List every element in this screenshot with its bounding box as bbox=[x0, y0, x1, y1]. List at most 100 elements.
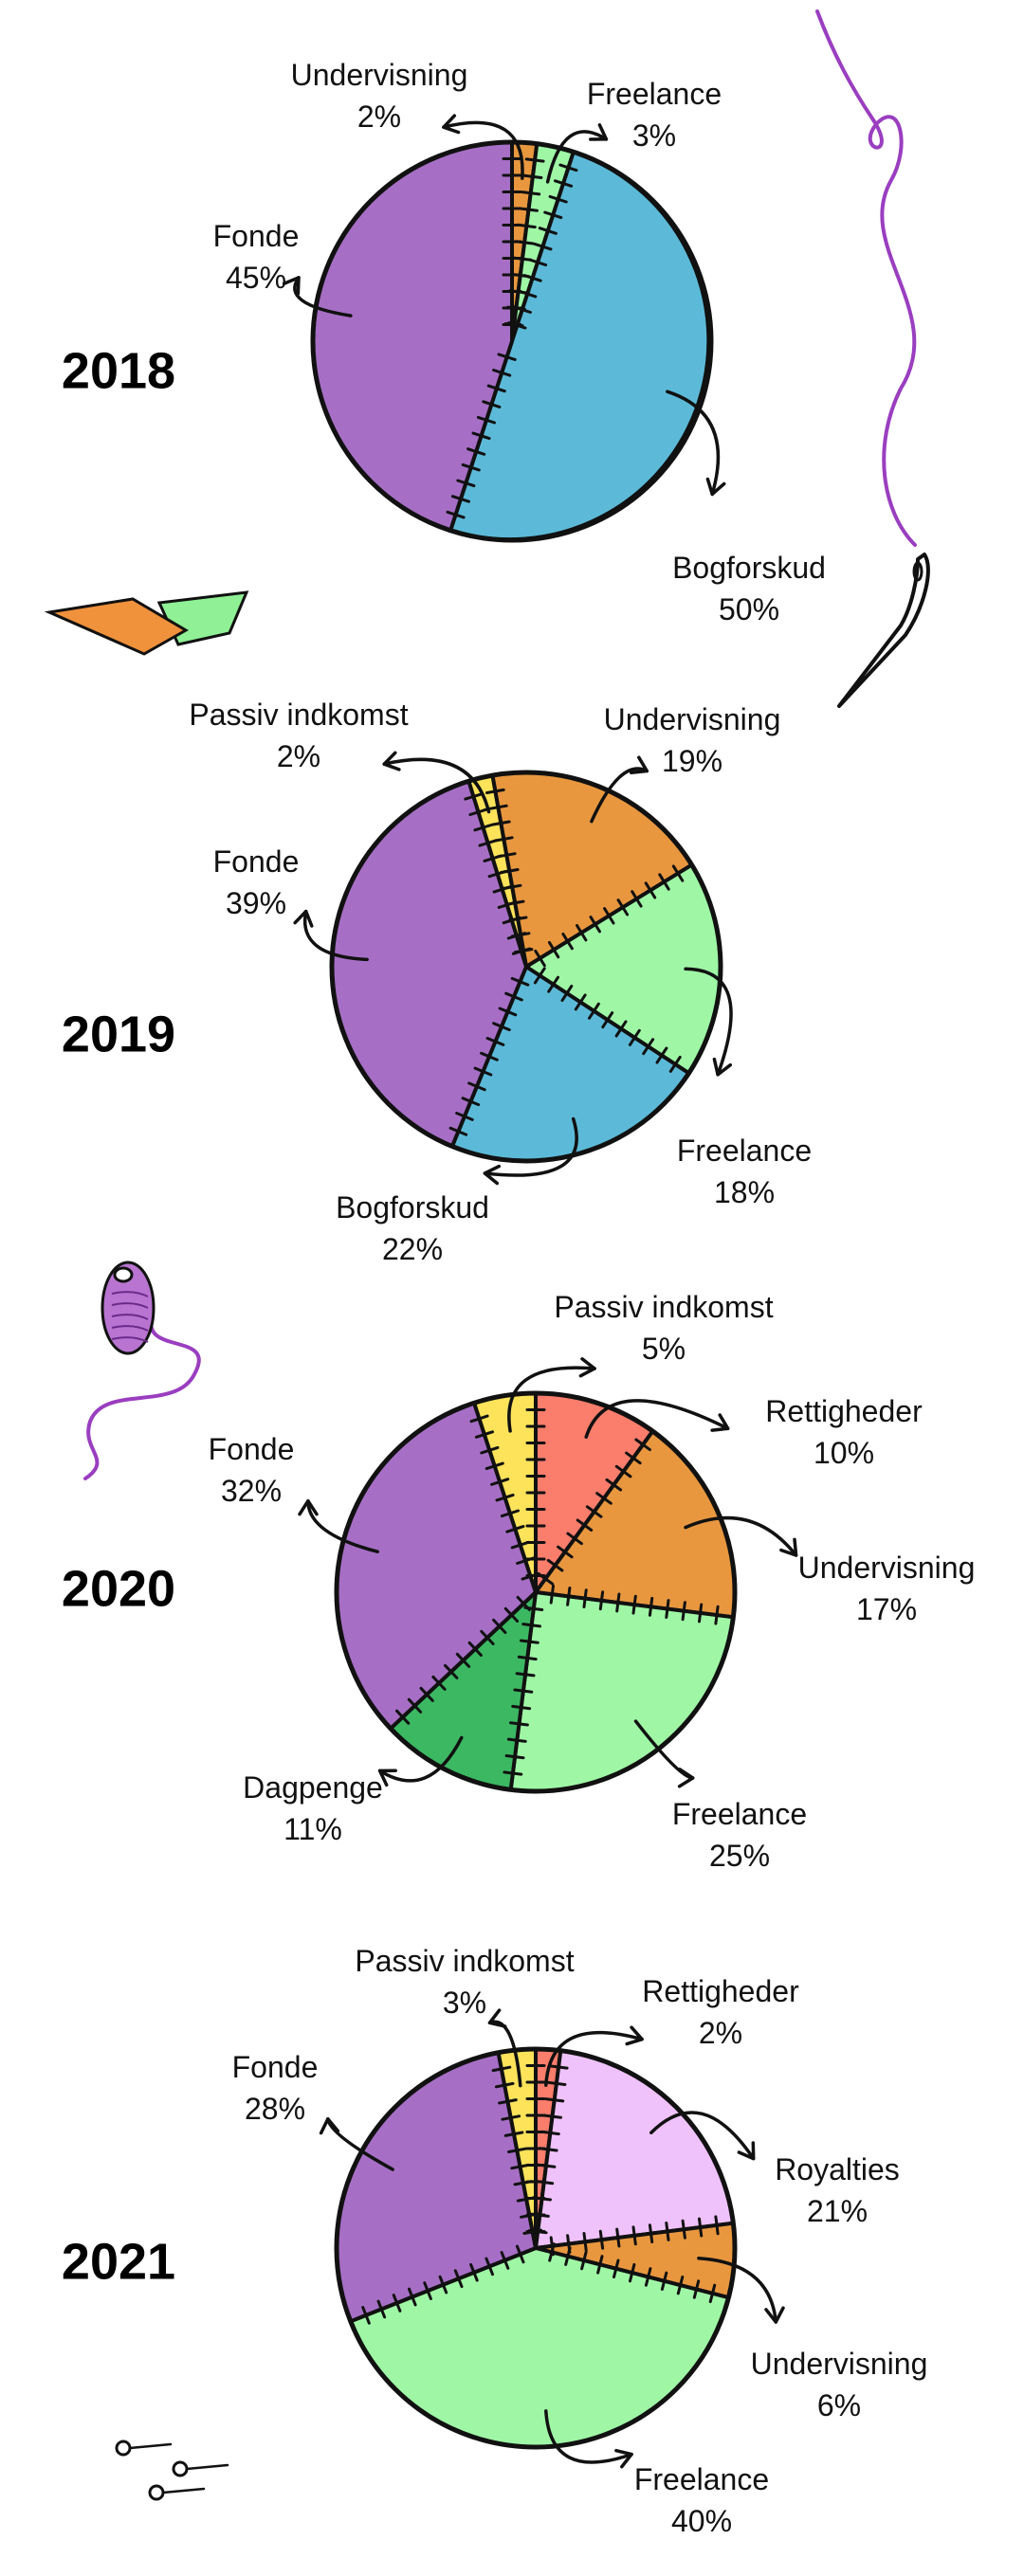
pin-icon bbox=[148, 2484, 206, 2501]
arrow-head bbox=[764, 2306, 785, 2324]
slice-name: Bogforskud bbox=[672, 551, 826, 585]
year-label: 2018 bbox=[62, 342, 175, 399]
arrow-head bbox=[293, 909, 314, 928]
stitch-line bbox=[503, 1590, 544, 1791]
stitch-line bbox=[534, 2242, 730, 2304]
slice-name: Freelance bbox=[634, 2462, 769, 2496]
stitch-line bbox=[502, 140, 522, 343]
arrow-head bbox=[710, 1413, 730, 1432]
slice-name: Undervisning bbox=[798, 1551, 976, 1585]
arrow-head bbox=[737, 2141, 756, 2161]
slice-percent: 22% bbox=[382, 1232, 443, 1266]
arrow-head bbox=[625, 2025, 644, 2046]
thread-decoration bbox=[815, 9, 917, 547]
slice-name: Undervisning bbox=[751, 2347, 928, 2381]
arrow-head bbox=[578, 1357, 596, 1378]
slice-label-fonde: Fonde 32% bbox=[209, 1432, 295, 1508]
pie-chart-2020: 2020 Rettigheder 10% Undervisning 17% Freelan… bbox=[62, 1290, 975, 1873]
arrow-head bbox=[589, 123, 609, 141]
stitch-line bbox=[527, 2049, 569, 2250]
stitch-line bbox=[464, 779, 531, 969]
slice-label-passiv-indkomst: Passiv indkomst 5% bbox=[554, 1290, 773, 1366]
slice-percent: 2% bbox=[357, 100, 401, 134]
paper-scrap-orange bbox=[44, 597, 189, 656]
slice-label-undervisning: Undervisning 2% bbox=[291, 58, 468, 134]
stitch-line bbox=[448, 965, 530, 1148]
slice-label-freelance: Freelance 18% bbox=[677, 1134, 812, 1209]
slice-label-fonde: Fonde 39% bbox=[213, 844, 300, 920]
label-arrow bbox=[544, 2409, 633, 2464]
stitch-line bbox=[491, 2051, 543, 2250]
arrow-head bbox=[319, 2116, 340, 2135]
slice-percent: 45% bbox=[226, 261, 286, 295]
stitch-line bbox=[469, 1401, 540, 1594]
slice-label-fonde: Fonde 28% bbox=[232, 2050, 319, 2126]
slice-name: Royalties bbox=[775, 2152, 900, 2186]
slice-name: Passiv indkomst bbox=[554, 1290, 773, 1324]
pie-outline bbox=[310, 139, 714, 543]
slice-percent: 19% bbox=[662, 744, 722, 778]
label-arrow bbox=[507, 1366, 596, 1433]
slice-name: Undervisning bbox=[604, 702, 781, 736]
bobbin-icon bbox=[101, 1261, 155, 1355]
slice-percent: 50% bbox=[719, 592, 779, 626]
slice-name: Freelance bbox=[672, 1797, 807, 1831]
label-arrow bbox=[649, 2111, 756, 2161]
slice-label-passiv-indkomst: Passiv indkomst 2% bbox=[189, 698, 408, 773]
slice-percent: 3% bbox=[632, 118, 676, 153]
slice-label-royalties: Royalties 21% bbox=[775, 2152, 900, 2228]
label-arrow bbox=[377, 1735, 464, 1783]
slice-name: Rettigheder bbox=[765, 1394, 923, 1428]
pie-chart-2019: 2019 Undervisning 19% Freelance 18% Bogforsku… bbox=[62, 698, 812, 1266]
pie-outline bbox=[334, 1390, 738, 1794]
arrow-head bbox=[629, 755, 649, 774]
pie-outline bbox=[334, 2046, 738, 2450]
pin-icon bbox=[115, 2440, 173, 2457]
stitch-line bbox=[524, 863, 694, 969]
slice-percent: 11% bbox=[283, 1812, 342, 1846]
arrow-head bbox=[705, 477, 726, 497]
bobbin-hole bbox=[113, 1266, 134, 1283]
slice-label-fonde: Fonde 45% bbox=[213, 219, 300, 295]
slice-name: Passiv indkomst bbox=[355, 1944, 574, 1978]
decorations bbox=[44, 9, 930, 2501]
slice-name: Fonde bbox=[213, 219, 300, 253]
label-arrow bbox=[684, 967, 733, 1077]
arrow-head bbox=[483, 1164, 502, 1186]
needle-icon bbox=[837, 553, 930, 708]
slice-percent: 25% bbox=[709, 1839, 770, 1873]
slice-percent: 2% bbox=[699, 2016, 742, 2050]
arrow-head bbox=[442, 114, 461, 135]
bobbin-thread bbox=[83, 1315, 201, 1480]
stitch-line bbox=[525, 1391, 546, 1594]
charts: 2018 Undervisning 2% Freelance 3% Bogforskud 5… bbox=[62, 58, 975, 2538]
label-arrow bbox=[545, 130, 609, 184]
arrow-head bbox=[712, 1057, 733, 1077]
slice-label-dagpenge: Dagpenge 11% bbox=[243, 1770, 383, 1846]
slice-percent: 21% bbox=[807, 2194, 868, 2228]
stitch-line bbox=[446, 339, 517, 533]
slice-label-passiv-indkomst: Passiv indkomst 3% bbox=[355, 1944, 574, 2020]
slice-label-rettigheder: Rettigheder 2% bbox=[642, 1974, 799, 2050]
needle-eye bbox=[912, 561, 923, 582]
label-arrow bbox=[306, 1498, 379, 1553]
slice-label-freelance: Freelance 40% bbox=[634, 2462, 769, 2538]
arrow-head bbox=[779, 1537, 798, 1557]
arrow-head bbox=[487, 2008, 507, 2028]
slice-percent: 10% bbox=[814, 1436, 874, 1470]
slice-name: Freelance bbox=[587, 77, 722, 111]
slice-label-undervisning: Undervisning 19% bbox=[604, 702, 781, 778]
label-arrow bbox=[584, 1399, 730, 1439]
slice-label-bogforskud: Bogforskud 22% bbox=[336, 1190, 489, 1266]
slice-label-rettigheder: Rettigheder 10% bbox=[765, 1394, 923, 1470]
arrow-head bbox=[677, 1768, 695, 1788]
label-arrow bbox=[666, 390, 721, 497]
label-arrow bbox=[293, 276, 353, 317]
pie-outline bbox=[329, 770, 723, 1164]
slice-percent: 5% bbox=[642, 1332, 686, 1366]
slice-percent: 3% bbox=[443, 1986, 486, 2020]
pin-icon bbox=[172, 2460, 229, 2477]
slice-name: Passiv indkomst bbox=[189, 698, 408, 732]
slice-percent: 18% bbox=[714, 1175, 775, 1209]
